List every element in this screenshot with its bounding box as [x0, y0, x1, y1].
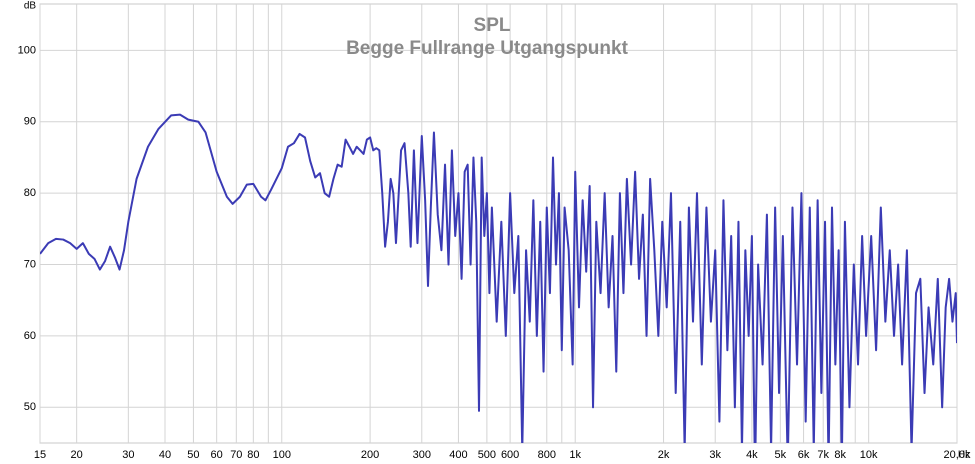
x-tick-label: 80: [247, 449, 259, 461]
x-tick-label: 6k: [798, 449, 810, 461]
x-tick-label: 40: [159, 449, 171, 461]
chart-subtitle: Begge Fullrange Utgangspunkt: [346, 38, 629, 59]
plot-area: [39, 3, 958, 444]
x-tick-label: 70: [230, 449, 242, 461]
x-tick-label: 200: [361, 449, 379, 461]
x-tick-label: 7k: [817, 449, 829, 461]
x-tick-label: 15: [34, 449, 46, 461]
x-tick-label: 100: [273, 449, 291, 461]
y-tick-label: 70: [24, 258, 36, 270]
x-tick-label: 600: [501, 449, 519, 461]
x-tick-label: 400: [449, 449, 467, 461]
x-tick-label: 3k: [709, 449, 721, 461]
y-tick-label: 100: [18, 44, 36, 56]
x-tick-label: 500: [478, 449, 496, 461]
x-tick-label: 8k: [834, 449, 846, 461]
x-tick-label: 300: [413, 449, 431, 461]
x-tick-label: 20,0k: [944, 449, 971, 461]
x-tick-label: 2k: [658, 449, 670, 461]
x-tick-label: 5k: [775, 449, 787, 461]
x-tick-label: 50: [187, 449, 199, 461]
y-axis-label: dB: [24, 1, 37, 12]
y-tick-label: 50: [24, 401, 36, 413]
x-tick-label: 1k: [569, 449, 581, 461]
x-axis-label: Hz: [958, 450, 970, 461]
spl-line: [40, 113, 957, 443]
x-tick-label: 800: [538, 449, 556, 461]
x-tick-label: 4k: [746, 449, 758, 461]
x-tick-label: 20: [71, 449, 83, 461]
y-tick-label: 60: [24, 330, 36, 342]
x-tick-label: 60: [211, 449, 223, 461]
y-tick-label: 90: [24, 116, 36, 128]
x-tick-label: 10k: [860, 449, 878, 461]
x-tick-label: 30: [122, 449, 134, 461]
chart-title: SPL: [474, 15, 511, 36]
y-tick-label: 80: [24, 187, 36, 199]
